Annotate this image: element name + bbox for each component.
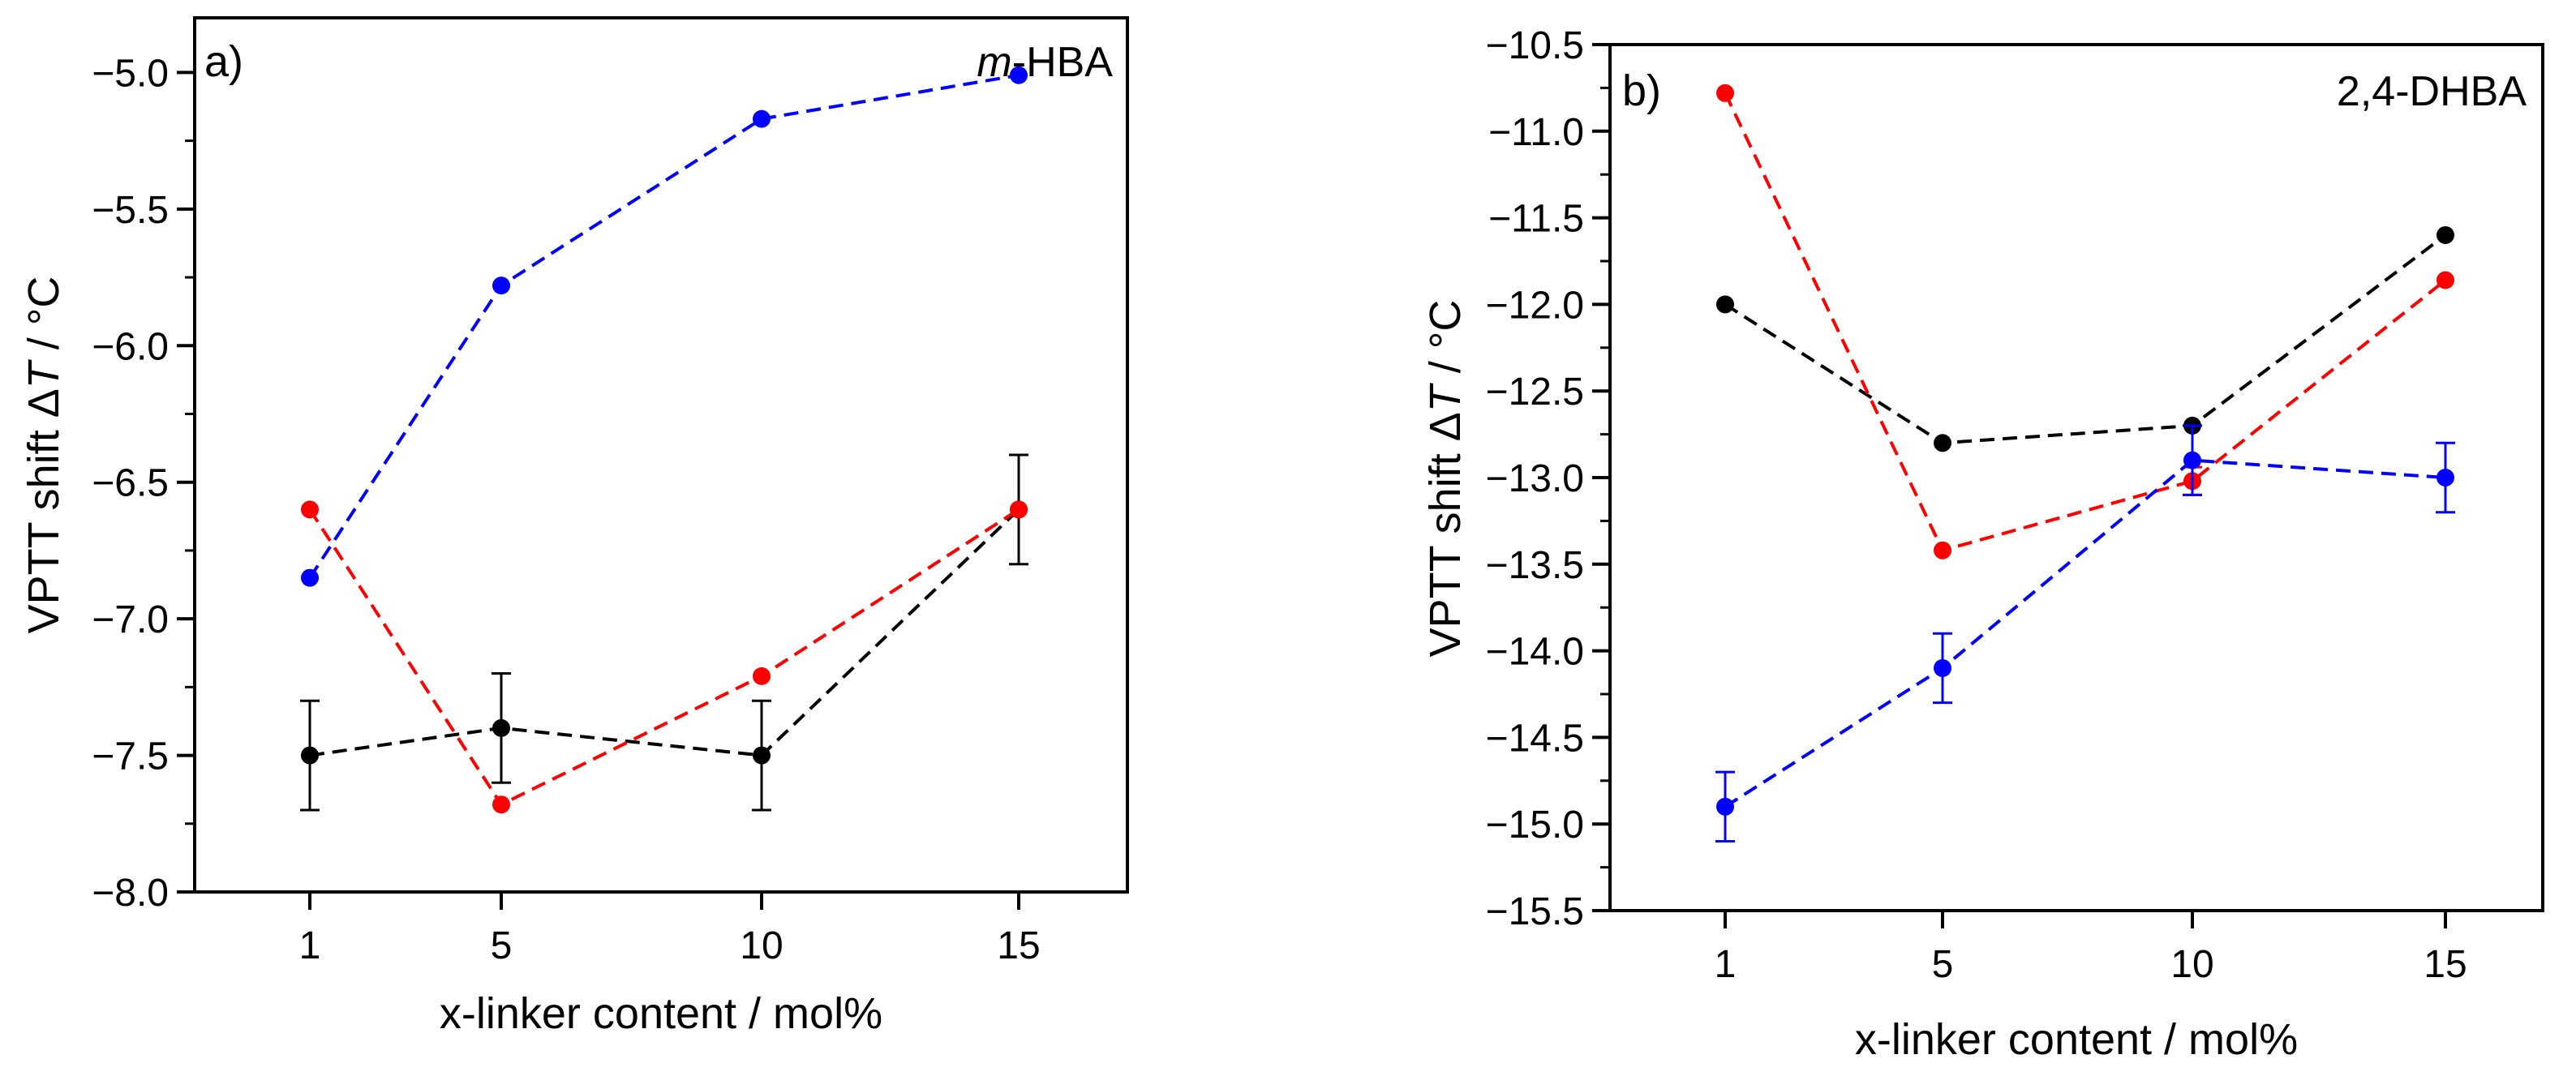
panel-b-ytick-label-9: −11.0: [1488, 111, 1584, 154]
panel-a-ticks: [177, 71, 1020, 910]
panel-b-ytick-label-0: −15.5: [1486, 890, 1584, 933]
panel-a-label: a): [204, 37, 243, 86]
panel-a-ytick-label-4: −6.0: [92, 325, 169, 368]
panel-b-series-red-point-3: [2436, 271, 2454, 289]
panel-a-ytick-label-0: −8.0: [92, 872, 169, 915]
panel-a-series-blue-point-3: [1010, 66, 1028, 84]
panel-a-xtick-label-2: 10: [740, 924, 783, 967]
panel-a-series-blue-line: [308, 73, 1020, 579]
panel-a-series-red-line: [308, 508, 1020, 807]
panel-b-ytick-label-5: −13.0: [1486, 457, 1584, 500]
panel-b-xtick-label-0: 1: [1715, 943, 1737, 986]
panel-b-xlabel: x-linker content / mol%: [1855, 1015, 2298, 1064]
panel-a-ytick-label-2: −7.0: [92, 598, 169, 641]
panel-b-ytick-label-1: −15.0: [1486, 804, 1584, 847]
panel-a-series-layer: [300, 66, 1028, 814]
panel-a-series-blue-point-2: [753, 109, 771, 128]
panel-b-series-red-line: [1724, 92, 2447, 553]
panel-a-ylabel: VPTT shift ΔT / °C: [19, 277, 68, 634]
panel-a-series-red-point-0: [301, 500, 319, 519]
panel-a-series-black-point-2: [753, 746, 771, 765]
panel-a-xlabel: x-linker content / mol%: [440, 989, 882, 1038]
panel-a-series-red-point-2: [753, 667, 771, 685]
panel-b-series-blue-point-3: [2436, 469, 2454, 487]
panel-b-series-black-point-1: [1934, 434, 1951, 452]
panel-a-ylabel-var: T: [19, 358, 68, 388]
panel-b-series-blue-point-1: [1934, 658, 1951, 677]
panel-b-xtick-label-1: 5: [1932, 943, 1954, 986]
panel-b-ylabel: VPTT shift ΔT / °C: [1421, 300, 1470, 658]
panel-b-ytick-label-4: −13.5: [1486, 544, 1584, 587]
panel-b-series-blue-point-2: [2183, 451, 2201, 469]
panel-b-ticks: [1592, 43, 2447, 928]
panel-b-xtick-label-3: 15: [2424, 943, 2467, 986]
panel-a-ylabel-prefix: VPTT shift Δ: [19, 388, 68, 633]
panel-b-series-black-point-3: [2436, 225, 2454, 244]
panel-a-chart: −8.0−7.5−7.0−6.5−6.0−5.5−5.0 1 5 10 15 a) m…: [19, 16, 1129, 1038]
panel-a-ytick-labels: −8.0 −7.5 −7.0 −6.5 −6.0 −5.5 −5.0: [92, 52, 169, 915]
panel-b-ytick-label-3: −14.0: [1486, 631, 1584, 674]
panel-a-title-rest: -HBA: [1012, 39, 1114, 86]
panel-b-title-rest: 2,4-DHBA: [2337, 68, 2527, 115]
panel-b-ylabel-var: T: [1421, 382, 1470, 412]
panel-b-chart: −15.5 −15.0 −14.5 −14.0 −13.5 −13.0 −12.5 −12.0…: [1421, 24, 2544, 1064]
panel-b-ytick-labels: −15.5 −15.0 −14.5 −14.0 −13.5 −13.0 −12.5 −12.0…: [1486, 24, 1584, 933]
panel-a-xtick-label-0: 1: [299, 924, 321, 967]
panel-a-ytick-label-3: −6.5: [92, 462, 169, 505]
panel-b-series-black-point-0: [1716, 295, 1734, 314]
panel-a-xtick-labels: 1 5 10 15: [299, 924, 1041, 967]
panel-b-ylabel-prefix: VPTT shift Δ: [1421, 412, 1470, 657]
panel-a-title-italic: m: [977, 39, 1011, 86]
panel-a-ytick-label-1: −7.5: [92, 735, 169, 778]
panel-a-title: m-HBA: [977, 39, 1113, 86]
panel-a-plot-frame: [193, 16, 1129, 894]
panel-b-series-blue-point-0: [1716, 797, 1734, 816]
panel-b-xtick-labels: 1 5 10 15: [1715, 943, 2467, 986]
panel-a-series-black-point-1: [492, 718, 510, 737]
panel-a-series-blue-point-0: [301, 568, 319, 587]
panel-b-title: 2,4-DHBA: [2337, 68, 2527, 115]
panel-b-ylabel-suffix: / °C: [1421, 300, 1470, 386]
panel-b-series-red-point-1: [1934, 541, 1951, 560]
panel-b-series-layer: [1715, 84, 2455, 843]
panel-b-ytick-label-10: −10.5: [1486, 24, 1584, 67]
panel-a-xtick-label-1: 5: [491, 924, 513, 967]
panel-b-label: b): [1622, 66, 1661, 115]
panel-a-ytick-label-5: −5.5: [92, 189, 169, 232]
panel-b-series-red-point-0: [1716, 84, 1734, 102]
panel-b-xtick-label-2: 10: [2170, 943, 2213, 986]
panel-a-xtick-label-3: 15: [997, 924, 1040, 967]
panel-b-series-black-line: [1724, 234, 2447, 445]
panel-b-ytick-label-6: −12.5: [1486, 371, 1584, 414]
panel-b-ytick-label-8: −11.5: [1488, 198, 1584, 241]
panel-b-plot-frame: [1608, 43, 2544, 912]
panel-a-series-red-point-1: [492, 795, 510, 814]
panel-b-ytick-label-2: −14.5: [1486, 717, 1584, 760]
panel-a-ylabel-suffix: / °C: [19, 277, 68, 362]
panel-a-series-black-point-0: [301, 746, 319, 765]
panel-b-series-blue-line: [1724, 458, 2446, 808]
panel-b-ytick-label-7: −12.0: [1486, 284, 1584, 327]
panel-a-series-blue-point-1: [492, 277, 510, 295]
panel-a-series-black-line: [309, 508, 1020, 757]
panel-a-series-red-point-3: [1010, 500, 1028, 519]
panel-a-ytick-label-6: −5.0: [92, 52, 169, 95]
